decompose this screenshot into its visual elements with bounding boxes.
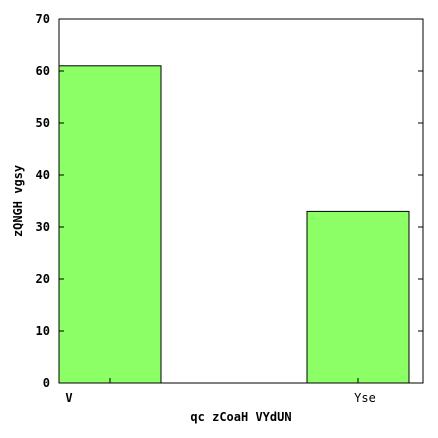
y-axis-title: zQNGH vgsy — [11, 165, 25, 237]
bar — [58, 65, 162, 384]
bar — [306, 210, 410, 384]
y-tick-label: 30 — [36, 220, 50, 234]
y-axis: 0 10 20 30 40 50 60 70 — [36, 12, 423, 390]
y-tick-label: 70 — [36, 12, 50, 26]
y-tick-label: 50 — [36, 116, 50, 130]
x-tick-label: Yse — [354, 391, 376, 405]
x-axis: V Yse — [65, 378, 376, 405]
x-tick-label: V — [65, 391, 72, 405]
bars-group — [58, 65, 410, 384]
y-tick-label: 10 — [36, 324, 50, 338]
y-tick-label: 20 — [36, 272, 50, 286]
y-tick-label: 0 — [43, 376, 50, 390]
x-axis-title: qc zCoaH VYdUN — [190, 410, 291, 424]
y-tick-label: 60 — [36, 64, 50, 78]
y-tick-label: 40 — [36, 168, 50, 182]
